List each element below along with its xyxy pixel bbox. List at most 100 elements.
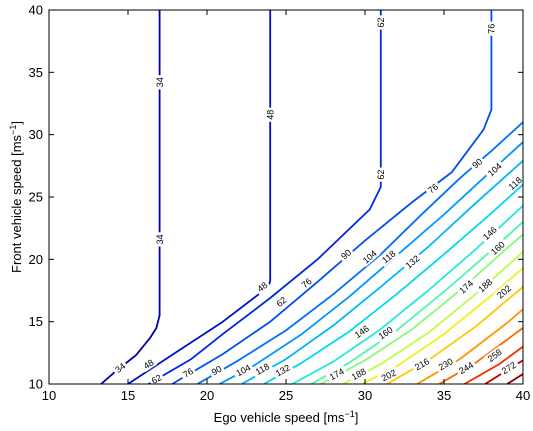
x-tick-label: 25 <box>279 388 293 403</box>
x-axis-label-bracket: ] <box>355 410 359 425</box>
contour-label-background <box>139 356 158 373</box>
contour-label-text: 76 <box>426 181 440 195</box>
contour-label-text: 76 <box>300 276 314 290</box>
contour-label-background <box>474 275 496 296</box>
contour-label-76: 76 <box>297 274 316 292</box>
contour-label-background <box>497 358 520 378</box>
contour-label-background <box>147 371 166 387</box>
contour-label-background <box>483 345 506 366</box>
contour-label-62: 62 <box>147 371 166 387</box>
contour-line-230 <box>416 308 523 384</box>
contour-label-text: 62 <box>274 295 288 309</box>
contour-line-146 <box>291 205 523 384</box>
contour-label-48: 48 <box>139 356 158 373</box>
y-tick-label: 25 <box>29 190 43 205</box>
x-tick-label: 15 <box>121 388 135 403</box>
contour-label-48: 48 <box>253 278 271 296</box>
contour-label-34: 34 <box>154 75 165 90</box>
contour-label-background <box>424 180 442 197</box>
contour-label-90: 90 <box>207 362 226 379</box>
contour-label-background <box>154 75 165 90</box>
contour-label-background <box>271 361 294 380</box>
contour-line-244 <box>438 327 523 384</box>
y-tick-label: 15 <box>29 314 43 329</box>
contour-label-background <box>377 366 400 385</box>
contour-label-background <box>253 278 271 296</box>
contour-label-background <box>154 232 165 247</box>
contour-label-background <box>375 15 386 30</box>
contour-label-text: 62 <box>376 17 386 27</box>
contour-line-258 <box>464 345 523 384</box>
contour-label-background <box>434 354 457 374</box>
contour-label-text: 34 <box>155 234 165 244</box>
contour-label-background <box>483 159 506 180</box>
contour-label-background <box>347 364 370 384</box>
contour-label-background <box>455 358 478 378</box>
x-tick-label: 30 <box>358 388 372 403</box>
contour-label-background <box>374 323 397 343</box>
contour-label-background <box>111 359 129 377</box>
y-axis-label-main: Front vehicle speed [ms <box>9 134 24 273</box>
contour-lines <box>100 10 523 384</box>
contour-label-background <box>487 237 509 259</box>
x-axis-label: Ego vehicle speed [ms−1] <box>214 409 359 425</box>
plot-background <box>49 10 523 384</box>
contour-label-34: 34 <box>154 232 165 247</box>
contour-label-text: 90 <box>470 156 484 170</box>
y-axis-label-exponent: −1 <box>8 125 18 135</box>
contour-label-background <box>504 172 526 194</box>
contour-label-background <box>401 251 424 273</box>
contour-label-background <box>479 222 501 244</box>
contour-label-48: 48 <box>265 107 275 122</box>
contour-label-62: 62 <box>375 167 386 182</box>
y-tick-label: 30 <box>29 127 43 142</box>
contour-label-background <box>350 321 373 342</box>
contour-label-background <box>325 364 348 384</box>
y-tick-label: 40 <box>29 3 43 18</box>
contour-label-62: 62 <box>375 15 386 30</box>
x-tick-label: 40 <box>516 388 530 403</box>
contour-line-48 <box>127 10 272 384</box>
contour-label-background <box>377 246 400 268</box>
contour-line-76 <box>171 10 493 384</box>
x-axis-label-main: Ego vehicle speed [ms <box>214 410 345 425</box>
y-axis-label: Front vehicle speed [ms−1] <box>8 121 24 273</box>
contour-line-118 <box>241 160 523 384</box>
x-tick-label: 35 <box>437 388 451 403</box>
contour-line-unlabeled <box>506 373 523 384</box>
contour-label-background <box>493 281 515 302</box>
contour-label-background <box>232 361 255 380</box>
contour-label-background <box>337 245 355 263</box>
contour-label-76: 76 <box>424 180 442 197</box>
contour-label-76: 76 <box>179 364 197 381</box>
x-tick-label: 20 <box>200 388 214 403</box>
contour-label-text: 34 <box>113 361 127 375</box>
contour-label-background <box>297 274 316 292</box>
contour-label-text: 48 <box>142 357 156 371</box>
contour-label-background <box>251 359 274 379</box>
contour-label-text: 76 <box>181 366 195 380</box>
contour-line-104 <box>219 141 523 384</box>
x-axis-label-exponent: −1 <box>344 409 354 419</box>
contour-label-62: 62 <box>272 293 290 311</box>
contour-label-text: 62 <box>150 372 164 386</box>
contour-line-174 <box>320 233 523 384</box>
y-tick-label: 20 <box>29 252 43 267</box>
y-tick-label: 35 <box>29 65 43 80</box>
contour-label-text: 62 <box>376 170 386 180</box>
x-axis-ticks: 10 15 20 25 30 35 40 <box>42 10 530 403</box>
contour-label-text: 76 <box>487 24 497 34</box>
y-axis-label-bracket: ] <box>9 121 24 125</box>
contour-label-text: 48 <box>265 110 275 120</box>
contour-label-text: 34 <box>155 77 165 87</box>
contour-line-132 <box>263 183 523 384</box>
contour-label-text: 90 <box>210 364 224 378</box>
y-axis-ticks: 10 15 20 25 30 35 40 <box>29 3 523 392</box>
contour-label-text: 48 <box>255 280 269 294</box>
contour-label-90: 90 <box>468 154 486 172</box>
contour-label-90: 90 <box>337 245 355 263</box>
contour-label-background <box>358 246 381 268</box>
contour-label-background <box>468 154 486 172</box>
contour-line-62 <box>148 10 382 384</box>
contour-label-background <box>272 293 290 311</box>
